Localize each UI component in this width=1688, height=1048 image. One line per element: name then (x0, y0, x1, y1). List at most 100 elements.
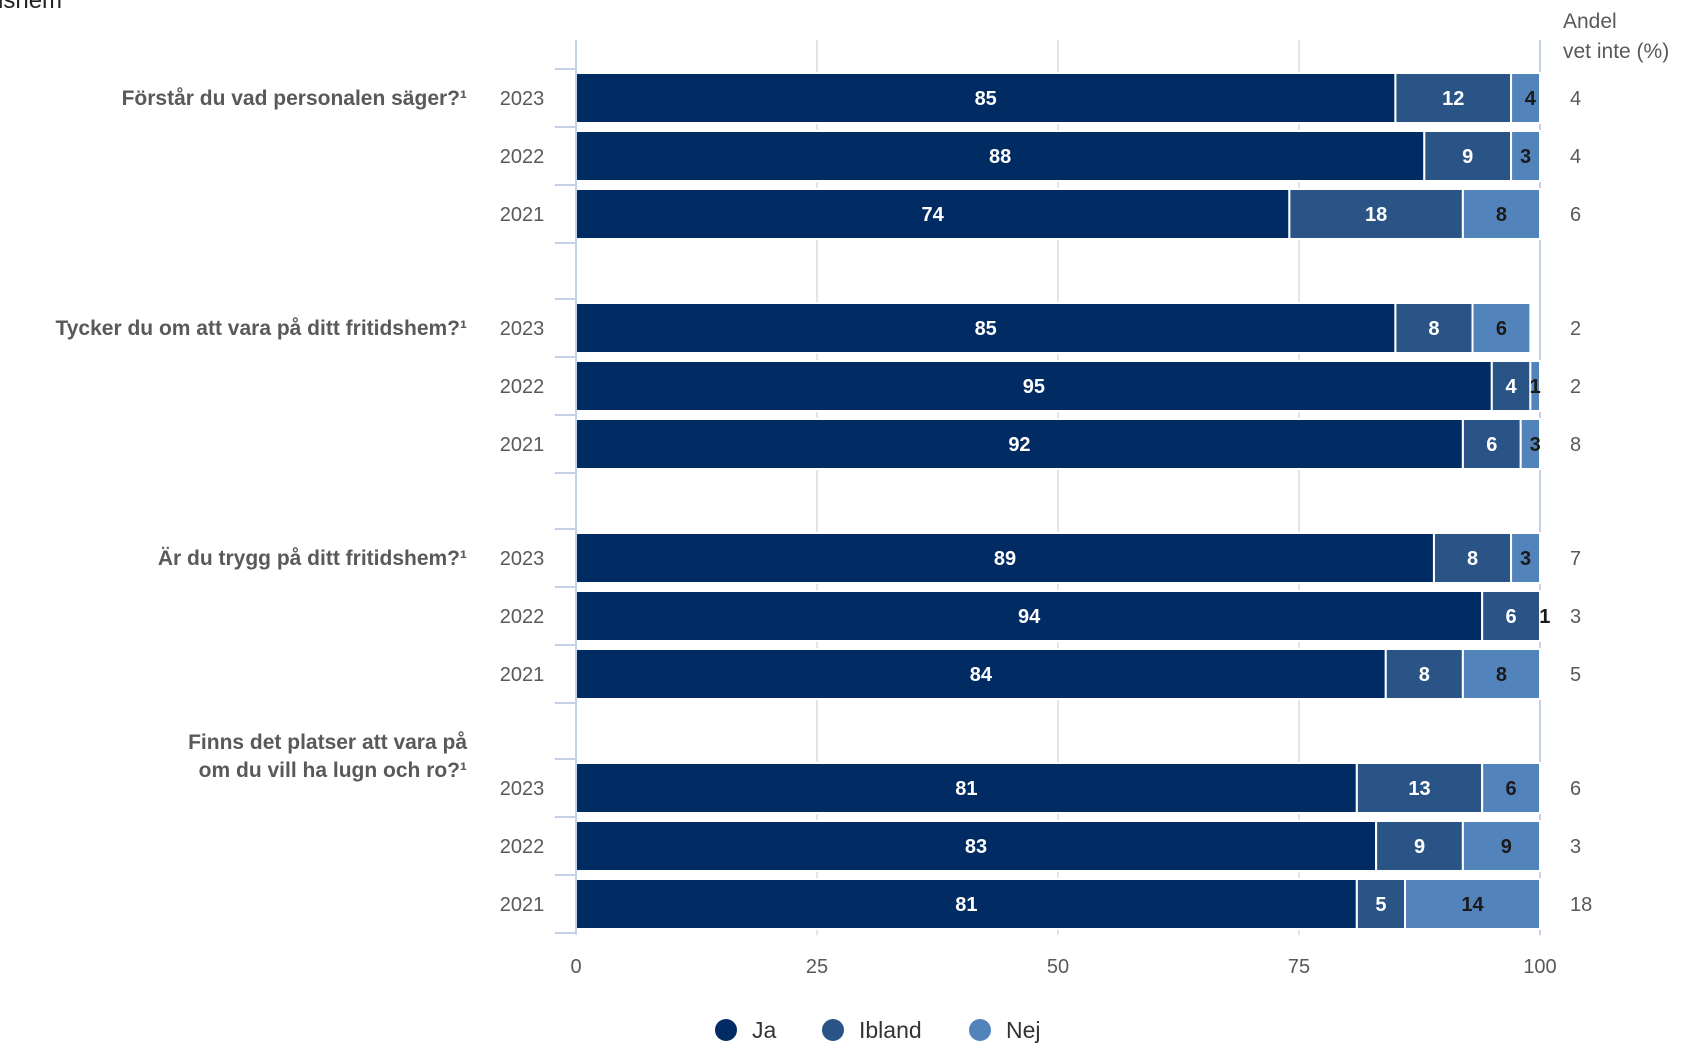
year-label: 2023 (500, 88, 545, 110)
data-label: 4 (1525, 88, 1537, 110)
bar-segment-nej (1461, 820, 1542, 872)
data-label: 8 (1428, 318, 1439, 340)
data-label: 88 (989, 146, 1011, 168)
data-label: 81 (955, 894, 977, 916)
bar-segment-ibland (1461, 418, 1522, 470)
data-label: 6 (1486, 434, 1497, 456)
bar-segment-nej (1461, 648, 1542, 700)
vet-inte-value: 3 (1570, 836, 1581, 858)
vet-inte-value: 5 (1570, 664, 1581, 686)
data-label: 1 (1530, 376, 1541, 398)
bar-segment-ja (575, 648, 1387, 700)
year-label: 2023 (500, 548, 545, 570)
legend-label: Ja (752, 1017, 777, 1043)
data-label: 74 (922, 204, 945, 226)
question-label: Tycker du om att vara på ditt fritidshem… (55, 317, 467, 340)
year-label: 2022 (500, 376, 545, 398)
bar-segment-ibland (1355, 762, 1484, 814)
bar-segment-ibland (1423, 130, 1513, 182)
data-label: 13 (1408, 778, 1430, 800)
bar-segment-ja (575, 418, 1464, 470)
bar-segment-nej (1471, 302, 1532, 354)
bar-segment-nej (1481, 762, 1542, 814)
data-label: 8 (1496, 204, 1507, 226)
bar-segment-nej (1510, 130, 1541, 182)
question-label: Förstår du vad personalen säger?¹ (122, 87, 467, 110)
legend: Ja Ibland Nej (715, 1017, 1041, 1043)
vet-inte-value: 6 (1570, 204, 1581, 226)
data-label: 3 (1520, 146, 1531, 168)
bars (575, 72, 1542, 930)
data-label: 18 (1365, 204, 1387, 226)
vet-inte-value: 3 (1570, 606, 1581, 628)
data-label: 92 (1008, 434, 1030, 456)
legend-marker-nej (969, 1019, 991, 1041)
chart-title-partial: dshem (0, 0, 62, 14)
data-label: 85 (975, 88, 997, 110)
data-label: 85 (975, 318, 997, 340)
x-tick-label: 75 (1288, 956, 1310, 978)
data-label: 9 (1462, 146, 1473, 168)
vet-inte-value: 4 (1570, 88, 1581, 110)
data-label: 6 (1506, 778, 1517, 800)
bar-segment-nej (1461, 188, 1542, 240)
data-label: 81 (955, 778, 977, 800)
bar-segment-ja (575, 188, 1291, 240)
bar-segment-ibland (1432, 532, 1513, 584)
data-label: 9 (1501, 836, 1512, 858)
bar-segment-nej (1529, 360, 1541, 412)
legend-marker-ibland (822, 1019, 844, 1041)
x-axis: 0 25 50 75 100 (555, 40, 1557, 978)
vet-inte-header: vet inte (%) (1563, 40, 1669, 63)
labels: Andel vet inte (%) Förstår du vad personal… (55, 10, 1669, 916)
x-tick-label: 50 (1047, 956, 1069, 978)
bar-segment-ja (575, 72, 1397, 124)
data-label: 3 (1530, 434, 1541, 456)
bar-segment-nej (1510, 532, 1541, 584)
year-label: 2021 (500, 204, 545, 226)
year-label: 2022 (500, 606, 545, 628)
year-label: 2022 (500, 836, 545, 858)
data-label: 4 (1506, 376, 1518, 398)
bar-segment-ja (575, 532, 1435, 584)
bar-segment-ja (575, 878, 1358, 930)
question-label: Är du trygg på ditt fritidshem?¹ (158, 547, 467, 570)
legend-marker-ja (715, 1019, 737, 1041)
data-label: 6 (1506, 606, 1517, 628)
year-label: 2021 (500, 434, 545, 456)
bar-segment-nej (1404, 878, 1542, 930)
data-label: 8 (1419, 664, 1430, 686)
question-label: om du vill ha lugn och ro?¹ (199, 759, 467, 782)
x-tick-label: 0 (570, 956, 581, 978)
x-tick-label: 100 (1523, 956, 1556, 978)
vet-inte-header: Andel (1563, 10, 1617, 33)
data-label: 84 (970, 664, 993, 686)
vet-inte-value: 2 (1570, 318, 1581, 340)
bar-segment-ibland (1355, 878, 1407, 930)
year-label: 2023 (500, 778, 545, 800)
vet-inte-value: 2 (1570, 376, 1581, 398)
data-label: 89 (994, 548, 1016, 570)
year-label: 2023 (500, 318, 545, 340)
bar-segment-ibland (1481, 590, 1542, 642)
vet-inte-value: 4 (1570, 146, 1581, 168)
bar-segment-ibland (1394, 302, 1474, 354)
vet-inte-value: 8 (1570, 434, 1581, 456)
data-label: 12 (1442, 88, 1464, 110)
year-label: 2021 (500, 664, 545, 686)
vet-inte-value: 18 (1570, 894, 1592, 916)
data-label: 94 (1018, 606, 1041, 628)
bar-segment-ja (575, 820, 1378, 872)
data-label: 83 (965, 836, 987, 858)
bar-segment-ja (575, 762, 1358, 814)
data-label: 8 (1496, 664, 1507, 686)
data-label: 14 (1461, 894, 1484, 916)
data-label: 5 (1375, 894, 1386, 916)
legend-label: Nej (1006, 1017, 1041, 1043)
bar-segment-nej (1519, 418, 1541, 470)
legend-label: Ibland (859, 1017, 922, 1043)
data-label: 95 (1023, 376, 1045, 398)
x-tick-label: 25 (806, 956, 828, 978)
year-label: 2022 (500, 146, 545, 168)
